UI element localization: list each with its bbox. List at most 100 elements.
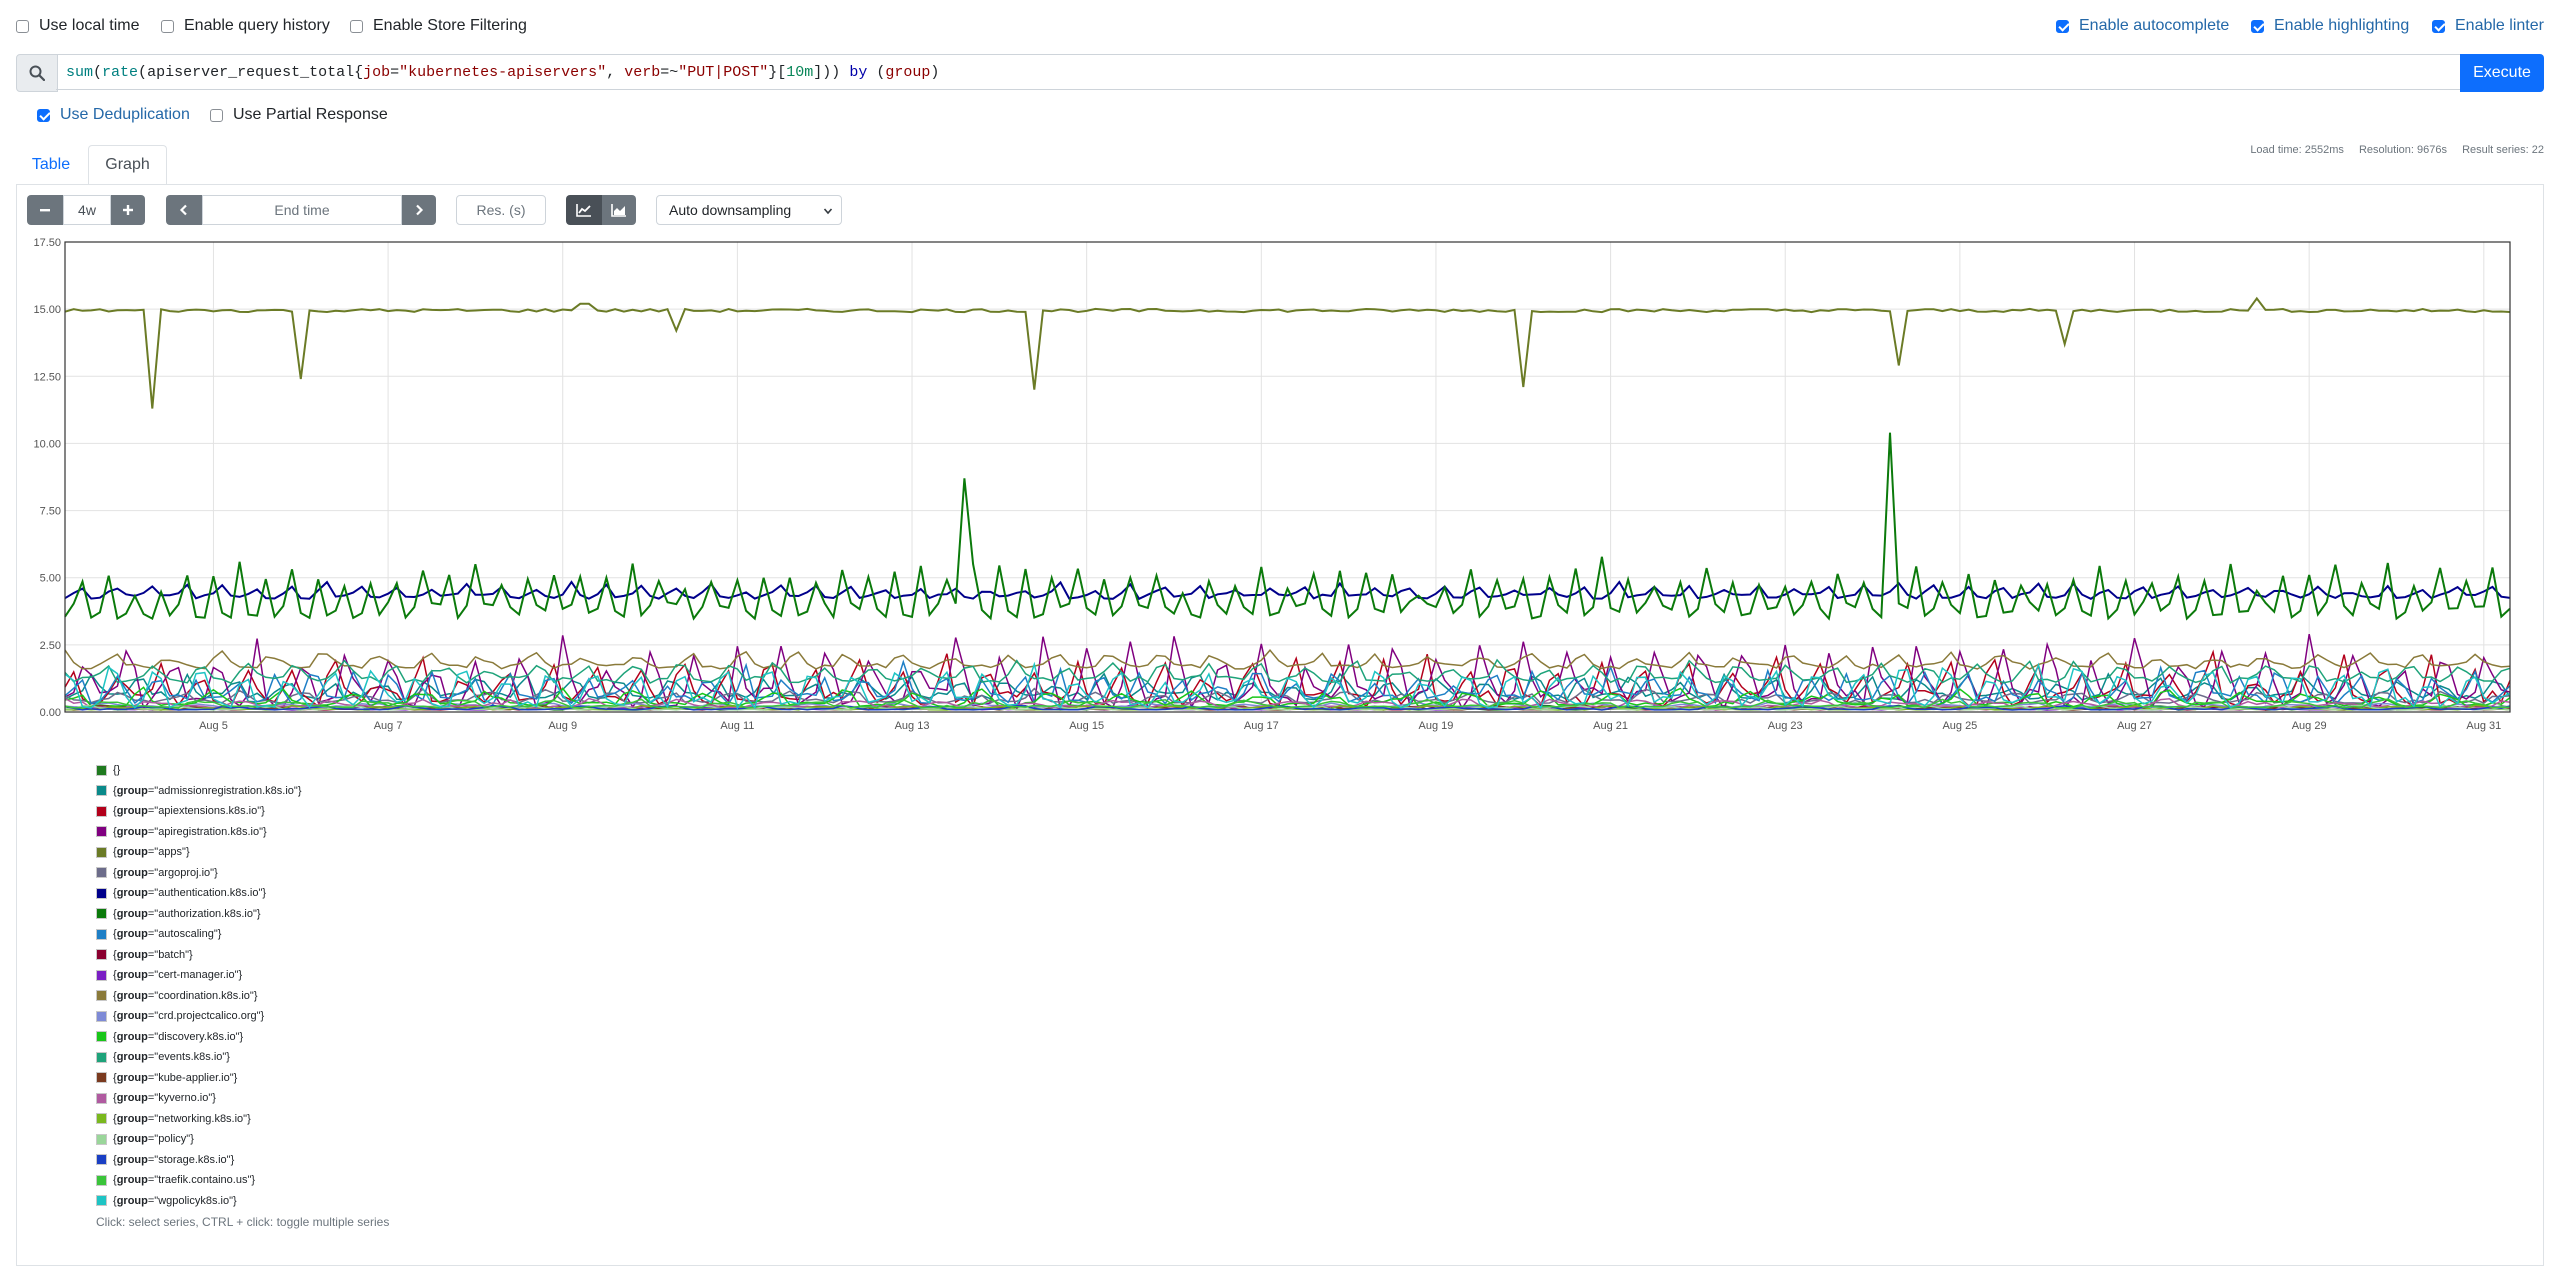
load-time: Load time: 2552ms: [2250, 144, 2344, 156]
y-tick-label: 5.00: [40, 573, 61, 585]
legend-swatch: [96, 805, 107, 817]
checkbox-box[interactable]: [37, 108, 50, 122]
resolution-input[interactable]: Res. (s): [456, 195, 546, 225]
plot-border: [64, 241, 2511, 713]
legend-item[interactable]: {group="crd.projectcalico.org"}: [96, 1006, 302, 1027]
legend-item[interactable]: {group="networking.k8s.io"}: [96, 1109, 302, 1130]
legend-label: {group="discovery.k8s.io"}: [113, 1030, 244, 1043]
chevron-right-icon[interactable]: [402, 195, 436, 225]
legend-item[interactable]: {group="events.k8s.io"}: [96, 1047, 302, 1068]
autocomplete-checkbox[interactable]: Enable autocomplete: [2056, 17, 2229, 35]
checkbox-box[interactable]: [2432, 19, 2445, 33]
legend-item[interactable]: {group="authorization.k8s.io"}: [96, 904, 302, 925]
series-line: [64, 432, 2511, 621]
legend-item[interactable]: {}: [96, 760, 302, 781]
legend-label: {group="policy"}: [113, 1133, 194, 1146]
checkbox-box[interactable]: [210, 108, 223, 122]
query-token: job: [363, 64, 391, 81]
range-input[interactable]: 4w: [63, 195, 111, 225]
legend-label: {}: [113, 764, 121, 777]
x-tick-label: Aug 15: [1069, 720, 1104, 732]
partial-response-label: Use Partial Response: [233, 106, 388, 123]
execute-button[interactable]: Execute: [2460, 54, 2544, 92]
legend-label: {group="apiextensions.k8s.io"}: [113, 805, 265, 818]
tab-table[interactable]: Table: [31, 156, 71, 173]
x-tick-label: Aug 27: [2117, 720, 2152, 732]
minus-icon[interactable]: [27, 195, 63, 225]
store-filtering-label: Enable Store Filtering: [373, 17, 527, 34]
local-time-checkbox[interactable]: Use local time: [16, 17, 139, 35]
legend-item[interactable]: {group="autoscaling"}: [96, 924, 302, 945]
x-tick-label: Aug 17: [1244, 720, 1279, 732]
query-token: "kubernetes-apiservers": [399, 64, 607, 81]
legend-item[interactable]: {group="admissionregistration.k8s.io"}: [96, 781, 302, 802]
plot-area: [64, 241, 2511, 713]
legend-label: {group="events.k8s.io"}: [113, 1051, 230, 1064]
legend-item[interactable]: {group="wgpolicyk8s.io"}: [96, 1191, 302, 1212]
chart-legend: {} {group="admissionregistration.k8s.io"}…: [96, 760, 302, 1211]
legend-item[interactable]: {group="cert-manager.io"}: [96, 965, 302, 986]
query-token: (: [93, 64, 103, 81]
search-icon: [16, 54, 58, 92]
legend-label: {group="cert-manager.io"}: [113, 969, 243, 982]
x-tick-label: Aug 9: [548, 720, 577, 732]
chevron-left-icon[interactable]: [166, 195, 202, 225]
x-tick-label: Aug 29: [2292, 720, 2327, 732]
legend-item[interactable]: {group="apps"}: [96, 842, 302, 863]
legend-swatch: [96, 1010, 107, 1022]
x-tick-label: Aug 13: [895, 720, 930, 732]
legend-item[interactable]: {group="storage.k8s.io"}: [96, 1150, 302, 1171]
checkbox-box[interactable]: [16, 19, 29, 33]
query-token: (: [138, 64, 148, 81]
end-time-input[interactable]: End time: [202, 195, 402, 225]
y-tick-label: 7.50: [40, 506, 61, 518]
query-token: =: [390, 64, 400, 81]
legend-item[interactable]: {group="batch"}: [96, 945, 302, 966]
legend-item[interactable]: {group="policy"}: [96, 1129, 302, 1150]
legend-swatch: [96, 1174, 107, 1186]
legend-item[interactable]: {group="kube-applier.io"}: [96, 1068, 302, 1089]
legend-swatch: [96, 826, 107, 838]
query-token: apiserver_request_total: [147, 64, 355, 81]
downsampling-select[interactable]: Auto downsampling: [656, 195, 842, 225]
legend-label: {group="networking.k8s.io"}: [113, 1112, 251, 1125]
graph-panel: [16, 184, 2544, 1266]
legend-item[interactable]: {group="discovery.k8s.io"}: [96, 1027, 302, 1048]
highlighting-label: Enable highlighting: [2274, 17, 2410, 34]
x-tick-label: Aug 31: [2466, 720, 2501, 732]
legend-swatch: [96, 1092, 107, 1104]
query-input[interactable]: sum(rate(apiserver_request_total{job="ku…: [56, 54, 2474, 90]
line-chart-icon[interactable]: [566, 195, 602, 225]
checkbox-box[interactable]: [2056, 19, 2069, 33]
legend-item[interactable]: {group="argoproj.io"}: [96, 863, 302, 884]
series-line: [64, 580, 2511, 601]
query-token: ,: [606, 64, 625, 81]
legend-item[interactable]: {group="coordination.k8s.io"}: [96, 986, 302, 1007]
query-token: by: [849, 64, 868, 81]
checkbox-box[interactable]: [161, 19, 174, 33]
legend-item[interactable]: {group="traefik.containo.us"}: [96, 1170, 302, 1191]
legend-swatch: [96, 928, 107, 940]
highlighting-checkbox[interactable]: Enable highlighting: [2251, 17, 2409, 35]
query-token: group: [885, 64, 931, 81]
plus-icon[interactable]: [111, 195, 145, 225]
checkbox-box[interactable]: [350, 19, 363, 33]
checkbox-box[interactable]: [2251, 19, 2264, 33]
deduplication-checkbox[interactable]: Use Deduplication: [37, 106, 190, 124]
x-tick-label: Aug 11: [720, 720, 754, 732]
legend-swatch: [96, 908, 107, 920]
partial-response-checkbox[interactable]: Use Partial Response: [210, 106, 388, 124]
legend-item[interactable]: {group="authentication.k8s.io"}: [96, 883, 302, 904]
store-filtering-checkbox[interactable]: Enable Store Filtering: [350, 17, 527, 35]
query-history-checkbox[interactable]: Enable query history: [161, 17, 330, 35]
legend-item[interactable]: {group="apiextensions.k8s.io"}: [96, 801, 302, 822]
linter-checkbox[interactable]: Enable linter: [2432, 17, 2544, 35]
tab-graph[interactable]: Graph: [88, 145, 167, 185]
legend-item[interactable]: {group="kyverno.io"}: [96, 1088, 302, 1109]
graph-chart[interactable]: 0.00 2.50 5.00 7.50 10.00 12.50 15.00 17.50 Aug …: [16, 230, 2546, 740]
legend-item[interactable]: {group="apiregistration.k8s.io"}: [96, 822, 302, 843]
legend-label: {group="apiregistration.k8s.io"}: [113, 825, 267, 838]
result-series: Result series: 22: [2462, 144, 2544, 156]
autocomplete-label: Enable autocomplete: [2079, 17, 2230, 34]
area-chart-icon[interactable]: [602, 195, 636, 225]
